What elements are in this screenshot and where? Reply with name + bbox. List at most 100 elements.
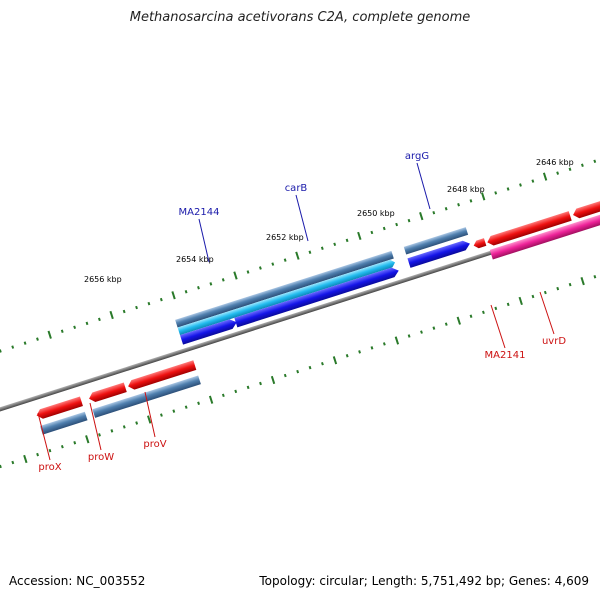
gene-label-prov[interactable]: proV	[143, 439, 166, 450]
gene-leader-line	[490, 304, 506, 349]
gene-label-ma2144[interactable]: MA2144	[179, 207, 220, 218]
inner-tick	[73, 441, 77, 445]
outer-tick	[444, 207, 448, 211]
outer-tick	[85, 321, 89, 326]
inner-tick	[580, 277, 585, 286]
cds-uvrd[interactable]	[486, 211, 572, 247]
outer-tick	[333, 242, 337, 247]
outer-tick	[122, 309, 126, 314]
outer-tick	[73, 325, 77, 330]
inner-tick	[345, 354, 349, 358]
outer-tick	[432, 210, 436, 215]
gene-label-ma2141[interactable]: MA2141	[485, 350, 526, 361]
outer-tick	[345, 238, 349, 243]
inner-tick	[135, 421, 139, 425]
outer-tick-row	[0, 159, 597, 353]
cds-carb-cyan[interactable]	[177, 259, 397, 336]
cds-uvrd-2[interactable]	[572, 175, 600, 220]
outer-tick	[419, 212, 424, 221]
inner-tick	[432, 326, 436, 330]
tick-label: 2650 kbp	[357, 209, 395, 218]
gene-leader-line	[144, 391, 156, 438]
outer-tick	[36, 337, 39, 341]
gene-leader-line	[37, 412, 51, 461]
gene-leader-line	[416, 162, 431, 210]
inner-tick	[382, 342, 386, 346]
inner-tick	[556, 286, 560, 291]
outer-tick	[519, 183, 522, 187]
inner-tick	[482, 310, 485, 315]
inner-tick	[110, 429, 114, 433]
inner-tick	[506, 302, 510, 307]
inner-tick	[234, 389, 238, 394]
gene-bar-prox[interactable]	[40, 411, 88, 435]
outer-tick	[320, 246, 324, 250]
gene-leader-line	[295, 194, 309, 242]
inner-tick	[518, 296, 523, 306]
tick-label: 2654 kbp	[176, 255, 214, 264]
inner-tick	[23, 454, 28, 464]
gene-label-prow[interactable]: proW	[88, 452, 114, 463]
inner-tick	[11, 460, 15, 465]
cds-prox[interactable]	[35, 396, 83, 420]
outer-tick	[109, 310, 114, 320]
cds-argg[interactable]	[407, 239, 471, 268]
outer-tick	[258, 266, 262, 270]
gene-labels: MA2144 carB argG MA2141 uvrD proX proW proV	[37, 151, 566, 473]
cds-prov[interactable]	[127, 360, 197, 391]
outer-tick	[556, 171, 560, 175]
gene-bar-argg[interactable]	[403, 227, 469, 255]
genome-stats-text: Topology: circular; Length: 5,751,492 bp…	[259, 574, 589, 588]
inner-tick	[48, 448, 52, 453]
gene-label-argg[interactable]: argG	[405, 151, 429, 162]
outer-tick	[283, 258, 287, 262]
gene-bar-uvrd[interactable]	[489, 187, 600, 260]
outer-tick	[481, 192, 486, 201]
inner-tick	[270, 375, 276, 385]
cds-carb[interactable]	[234, 266, 400, 328]
outer-tick	[568, 167, 572, 171]
inner-tick	[308, 365, 312, 370]
inner-tick	[456, 316, 461, 325]
inner-tick	[568, 282, 572, 287]
gene-label-carb[interactable]: carB	[285, 183, 308, 194]
outer-tick	[184, 290, 188, 294]
cds-ma2144[interactable]	[180, 318, 238, 345]
outer-tick	[506, 187, 510, 191]
outer-tick	[370, 230, 374, 235]
cds-ma2141[interactable]	[472, 238, 487, 249]
gene-bar-prow-prov[interactable]	[92, 375, 201, 418]
tick-label: 2646 kbp	[536, 158, 574, 167]
inner-tick	[407, 334, 411, 338]
inner-tick	[0, 464, 2, 469]
inner-tick	[531, 294, 535, 299]
inner-tick	[85, 435, 90, 444]
outer-tick	[580, 163, 584, 167]
inner-tick	[494, 306, 498, 311]
gene-label-uvrd[interactable]: uvrD	[542, 336, 566, 347]
outer-tick	[407, 218, 411, 223]
cds-prow[interactable]	[88, 382, 127, 403]
inner-tick	[321, 361, 324, 366]
outer-tick	[233, 271, 238, 280]
outer-tick	[60, 329, 64, 333]
page-title: Methanosarcina acetivorans C2A, complete…	[129, 10, 471, 25]
outer-tick	[246, 270, 250, 274]
inner-tick	[370, 346, 374, 350]
inner-tick	[296, 369, 300, 374]
inner-tick	[444, 322, 448, 326]
outer-tick	[135, 305, 138, 310]
inner-tick	[208, 395, 214, 404]
gene-label-prox[interactable]: proX	[38, 462, 61, 473]
outer-tick	[159, 297, 163, 302]
inner-tick	[221, 393, 225, 398]
outer-tick	[271, 262, 275, 266]
outer-tick	[308, 250, 312, 254]
inner-tick	[184, 405, 188, 409]
gene-bar-ma2144-carb[interactable]	[175, 250, 394, 328]
outer-tick	[531, 179, 535, 183]
outer-tick	[593, 159, 597, 164]
outer-tick	[469, 199, 473, 203]
inner-tick	[358, 350, 361, 354]
